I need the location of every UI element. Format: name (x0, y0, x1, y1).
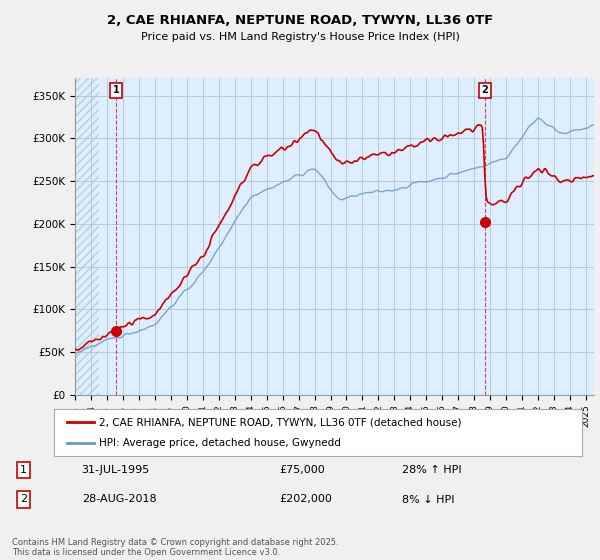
Text: HPI: Average price, detached house, Gwynedd: HPI: Average price, detached house, Gwyn… (99, 438, 341, 448)
Text: 2: 2 (481, 85, 488, 95)
Bar (75, 78, 99, 395)
Text: £202,000: £202,000 (280, 494, 332, 505)
Text: 1: 1 (20, 465, 27, 475)
Text: 2: 2 (20, 494, 27, 505)
Text: 31-JUL-1995: 31-JUL-1995 (82, 465, 150, 475)
Text: 2, CAE RHIANFA, NEPTUNE ROAD, TYWYN, LL36 0TF: 2, CAE RHIANFA, NEPTUNE ROAD, TYWYN, LL3… (107, 14, 493, 27)
Text: 28-AUG-2018: 28-AUG-2018 (82, 494, 156, 505)
Text: 28% ↑ HPI: 28% ↑ HPI (402, 465, 461, 475)
Text: Contains HM Land Registry data © Crown copyright and database right 2025.
This d: Contains HM Land Registry data © Crown c… (12, 538, 338, 557)
Text: Price paid vs. HM Land Registry's House Price Index (HPI): Price paid vs. HM Land Registry's House … (140, 32, 460, 43)
Text: 2, CAE RHIANFA, NEPTUNE ROAD, TYWYN, LL36 0TF (detached house): 2, CAE RHIANFA, NEPTUNE ROAD, TYWYN, LL3… (99, 417, 461, 427)
Text: 8% ↓ HPI: 8% ↓ HPI (402, 494, 454, 505)
Text: £75,000: £75,000 (280, 465, 325, 475)
Text: 1: 1 (113, 85, 119, 95)
